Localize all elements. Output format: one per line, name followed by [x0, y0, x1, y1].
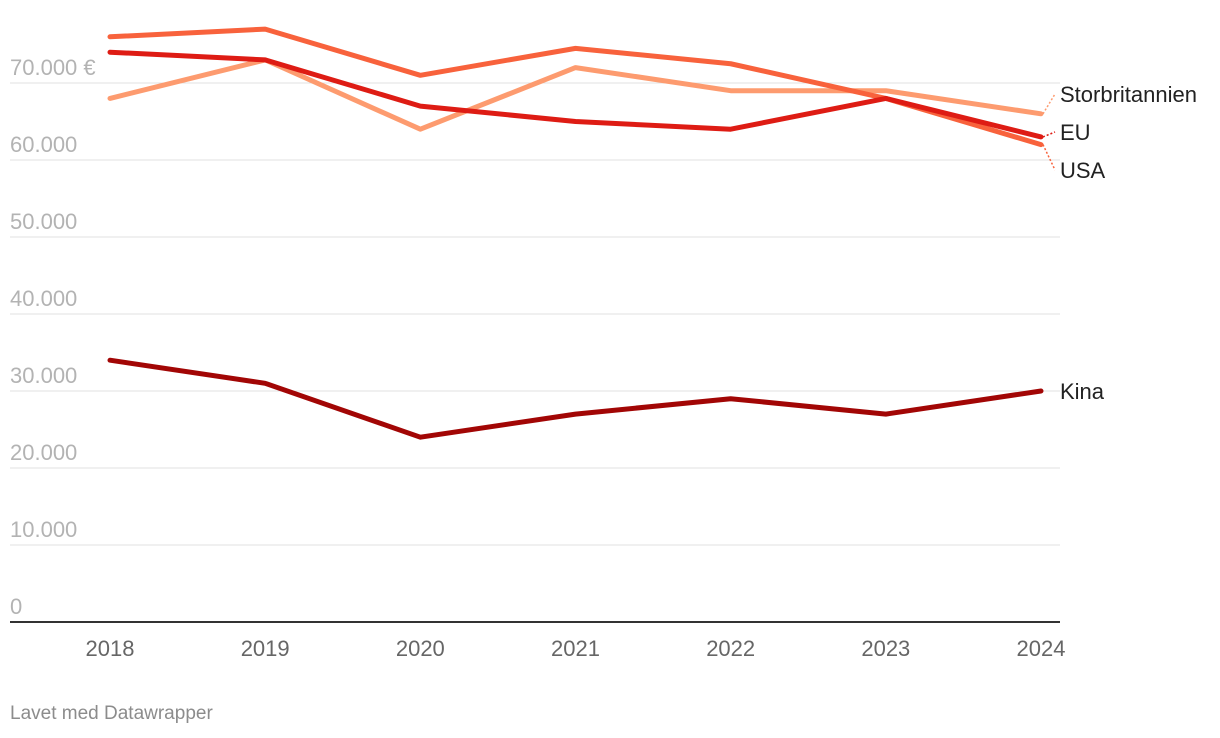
series-labels: Storbritannien USA EU Kina: [1042, 82, 1197, 404]
series-line-usa: [107, 26, 1044, 148]
series-line-storbritannien: [107, 57, 1044, 132]
label-connector: [1042, 144, 1056, 171]
y-tick-label: 30.000: [10, 363, 77, 388]
series-label-kina: Kina: [1060, 379, 1105, 404]
y-tick-label: 60.000: [10, 132, 77, 157]
series-lines: [107, 26, 1044, 440]
series-line-kina: [107, 357, 1044, 440]
series-line-eu: [107, 49, 1044, 140]
series-label-eu: EU: [1060, 120, 1091, 145]
label-connector: [1042, 93, 1056, 115]
x-axis-ticks: 2018 2019 2020 2021 2022 2023 2024: [86, 636, 1066, 661]
y-tick-label: 50.000: [10, 209, 77, 234]
x-tick-label: 2019: [241, 636, 290, 661]
footer-credit: Lavet med Datawrapper: [10, 703, 213, 724]
y-axis-ticks: 0 10.000 20.000 30.000 40.000 50.000 60.000 70.…: [10, 55, 96, 619]
y-tick-label: 40.000: [10, 286, 77, 311]
line-chart: 0 10.000 20.000 30.000 40.000 50.000 60.000 70.…: [10, 26, 1197, 661]
y-tick-label: 70.000 €: [10, 55, 96, 80]
y-tick-label: 10.000: [10, 517, 77, 542]
x-tick-label: 2018: [86, 636, 135, 661]
series-label-storbritannien: Storbritannien: [1060, 82, 1197, 107]
label-connector: [1042, 131, 1056, 138]
series-label-usa: USA: [1060, 158, 1106, 183]
x-tick-label: 2021: [551, 636, 600, 661]
gridlines: [10, 82, 1060, 546]
x-tick-label: 2022: [706, 636, 755, 661]
y-tick-label: 20.000: [10, 440, 77, 465]
x-tick-label: 2023: [861, 636, 910, 661]
y-tick-label: 0: [10, 594, 22, 619]
x-tick-label: 2020: [396, 636, 445, 661]
x-tick-label: 2024: [1017, 636, 1066, 661]
